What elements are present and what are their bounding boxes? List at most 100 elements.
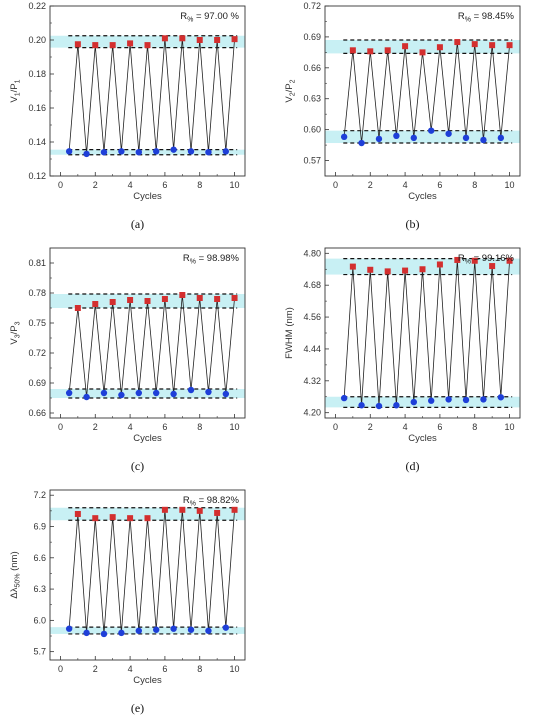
y-tick-label: 0.78 [28,288,46,298]
data-point-high-7 [402,43,409,50]
y-tick-label: 0.57 [303,156,321,166]
x-tick-label: 0 [58,180,63,190]
low-band [50,389,245,398]
data-point-low-6 [393,132,400,140]
x-tick-label: 10 [230,422,240,432]
data-point-high-9 [144,298,151,304]
data-point-low-18 [497,394,505,401]
x-tick-label: 2 [93,664,98,674]
y-tick-label: 6.9 [33,522,46,532]
data-point-low-12 [170,625,177,632]
r-value-label: R% = 98.82% [183,495,240,508]
data-point-low-18 [222,148,230,155]
series-line [343,259,510,407]
y-tick-label: 4.20 [303,408,321,418]
data-point-low-16 [205,149,212,156]
data-point-low-10 [153,626,160,633]
data-point-high-7 [402,267,409,274]
data-point-high-3 [92,515,99,522]
y-tick-label: 6.3 [33,584,46,594]
data-point-low-2 [358,139,365,147]
data-point-high-7 [127,297,134,303]
low-band [50,627,245,634]
data-point-low-6 [393,402,400,409]
y-tick-label: 7.2 [33,490,46,500]
x-tick-label: 4 [403,422,408,432]
data-point-low-18 [222,390,230,398]
data-point-low-12 [445,396,452,403]
data-point-high-7 [127,40,134,47]
high-band [325,40,520,54]
x-tick-label: 8 [197,422,202,432]
high-band [50,35,245,48]
r-value-label: R% = 97.00 % [180,11,239,24]
y-tick-label: 4.80 [303,248,321,258]
data-point-high-1 [74,305,81,311]
data-point-low-6 [118,629,125,637]
panel-label: (c) [131,459,144,473]
data-point-low-14 [187,626,195,633]
data-point-low-6 [118,391,125,399]
y-tick-label: 0.22 [28,1,46,11]
data-point-low-4 [100,149,108,156]
x-axis-title: Cycles [408,191,437,202]
x-tick-label: 2 [93,180,98,190]
data-point-high-11 [161,296,168,302]
data-point-high-1 [349,47,356,54]
x-tick-label: 8 [472,180,477,190]
data-point-high-5 [109,299,116,305]
data-point-low-18 [497,134,505,142]
x-tick-label: 2 [93,422,98,432]
data-point-high-9 [419,49,426,56]
series-line [343,42,510,144]
x-tick-label: 2 [368,422,373,432]
data-point-low-12 [445,130,452,137]
data-point-high-13 [454,256,461,263]
data-point-low-0 [65,148,73,155]
data-point-high-11 [161,506,168,513]
y-tick-label: 4.32 [303,376,321,386]
data-point-high-17 [214,296,221,302]
x-tick-label: 10 [230,180,240,190]
y-tick-label: 0.69 [28,378,46,388]
data-point-low-8 [135,627,142,634]
panel-label: (a) [131,217,144,231]
data-point-low-10 [428,127,435,134]
series-line [68,38,235,154]
x-tick-label: 0 [58,422,63,432]
data-point-low-16 [205,627,212,634]
x-tick-label: 6 [162,422,167,432]
data-point-high-11 [436,261,443,268]
y-tick-label: 0.72 [28,348,46,358]
y-tick-label: 0.69 [303,32,321,42]
data-point-low-0 [65,625,73,632]
chart-panel-a: 0 2 4 6 8 10 0.12 0.14 0.16 0.18 0.20 0.22 Cycles V1/… [9,1,246,231]
y-tick-label: 0.75 [28,318,46,328]
high-band [50,507,245,521]
data-point-high-3 [367,266,374,273]
chart-panel-d: 0 2 4 6 8 10 4.20 4.32 4.44 4.56 4.68 4.80 Cycles FWH… [284,247,521,473]
data-point-high-5 [384,47,391,54]
data-point-low-2 [83,393,90,401]
data-point-low-0 [340,394,348,402]
data-point-low-10 [428,397,435,404]
data-point-high-19 [506,257,513,264]
data-point-high-17 [214,37,221,43]
low-band [325,130,520,144]
data-point-high-19 [231,295,238,301]
low-band [50,149,245,155]
data-point-high-11 [436,44,443,51]
y-tick-label: 0.18 [28,69,46,79]
data-point-high-13 [179,506,186,513]
data-point-high-5 [109,42,116,49]
data-point-low-8 [410,134,417,142]
y-tick-label: 0.20 [28,35,46,45]
y-axis-title: Δλ50% (nm) [9,551,22,598]
data-point-low-8 [135,389,142,397]
data-point-high-15 [196,507,203,514]
chart-panel-e: 0 2 4 6 8 10 5.7 6.0 6.3 6.6 6.9 7.2 Cycles Δλ50% (nm… [9,489,246,715]
data-point-high-7 [127,515,134,522]
x-tick-label: 4 [128,664,133,674]
data-point-high-1 [74,510,81,517]
data-point-high-1 [74,41,81,48]
